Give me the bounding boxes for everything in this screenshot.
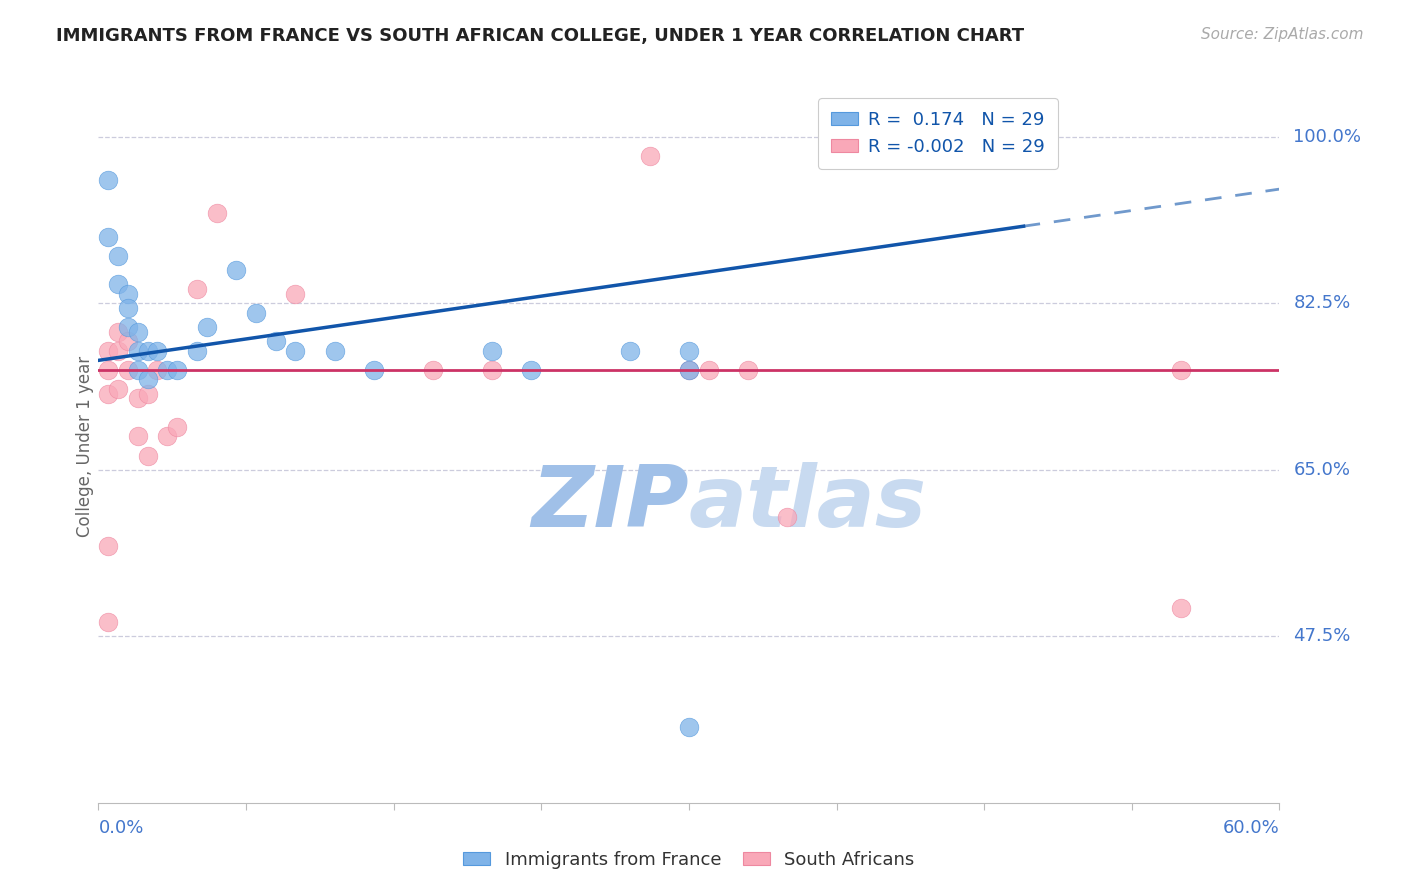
Text: 100.0%: 100.0%: [1294, 128, 1361, 145]
Text: atlas: atlas: [689, 461, 927, 545]
Text: IMMIGRANTS FROM FRANCE VS SOUTH AFRICAN COLLEGE, UNDER 1 YEAR CORRELATION CHART: IMMIGRANTS FROM FRANCE VS SOUTH AFRICAN …: [56, 27, 1025, 45]
Point: [107, 343, 129, 358]
Point: [697, 363, 720, 377]
Point: [284, 343, 307, 358]
Point: [97, 386, 120, 401]
Point: [117, 320, 139, 334]
Point: [166, 363, 188, 377]
Point: [422, 363, 444, 377]
Point: [117, 301, 139, 315]
Point: [678, 720, 700, 734]
Point: [117, 334, 139, 349]
Point: [264, 334, 287, 349]
Point: [619, 343, 641, 358]
Point: [776, 510, 799, 524]
Point: [136, 449, 159, 463]
Point: [136, 343, 159, 358]
Point: [205, 206, 228, 220]
Point: [678, 343, 700, 358]
Point: [323, 343, 346, 358]
Point: [136, 372, 159, 386]
Point: [107, 382, 129, 396]
Point: [127, 325, 149, 339]
Point: [225, 263, 247, 277]
Point: [363, 363, 385, 377]
Point: [1170, 600, 1192, 615]
Point: [678, 363, 700, 377]
Point: [678, 363, 700, 377]
Point: [156, 429, 179, 443]
Text: 60.0%: 60.0%: [1223, 819, 1279, 837]
Point: [97, 363, 120, 377]
Point: [127, 363, 149, 377]
Point: [107, 277, 129, 292]
Point: [117, 363, 139, 377]
Point: [156, 363, 179, 377]
Text: 82.5%: 82.5%: [1294, 294, 1351, 312]
Point: [284, 286, 307, 301]
Point: [146, 363, 169, 377]
Legend: Immigrants from France, South Africans: Immigrants from France, South Africans: [456, 844, 922, 876]
Point: [245, 306, 267, 320]
Point: [127, 429, 149, 443]
Point: [166, 420, 188, 434]
Text: Source: ZipAtlas.com: Source: ZipAtlas.com: [1201, 27, 1364, 42]
Y-axis label: College, Under 1 year: College, Under 1 year: [76, 355, 94, 537]
Point: [638, 149, 661, 163]
Point: [481, 363, 503, 377]
Text: ZIP: ZIP: [531, 461, 689, 545]
Point: [186, 343, 208, 358]
Point: [737, 363, 759, 377]
Point: [481, 343, 503, 358]
Point: [520, 363, 543, 377]
Point: [107, 325, 129, 339]
Text: 65.0%: 65.0%: [1294, 461, 1350, 479]
Point: [107, 249, 129, 263]
Point: [146, 343, 169, 358]
Point: [117, 286, 139, 301]
Point: [186, 282, 208, 296]
Point: [97, 615, 120, 629]
Point: [1170, 363, 1192, 377]
Text: 47.5%: 47.5%: [1294, 627, 1351, 645]
Point: [136, 386, 159, 401]
Text: 0.0%: 0.0%: [98, 819, 143, 837]
Point: [195, 320, 218, 334]
Point: [97, 539, 120, 553]
Point: [97, 172, 120, 186]
Point: [97, 343, 120, 358]
Point: [97, 229, 120, 244]
Point: [127, 392, 149, 406]
Point: [127, 343, 149, 358]
